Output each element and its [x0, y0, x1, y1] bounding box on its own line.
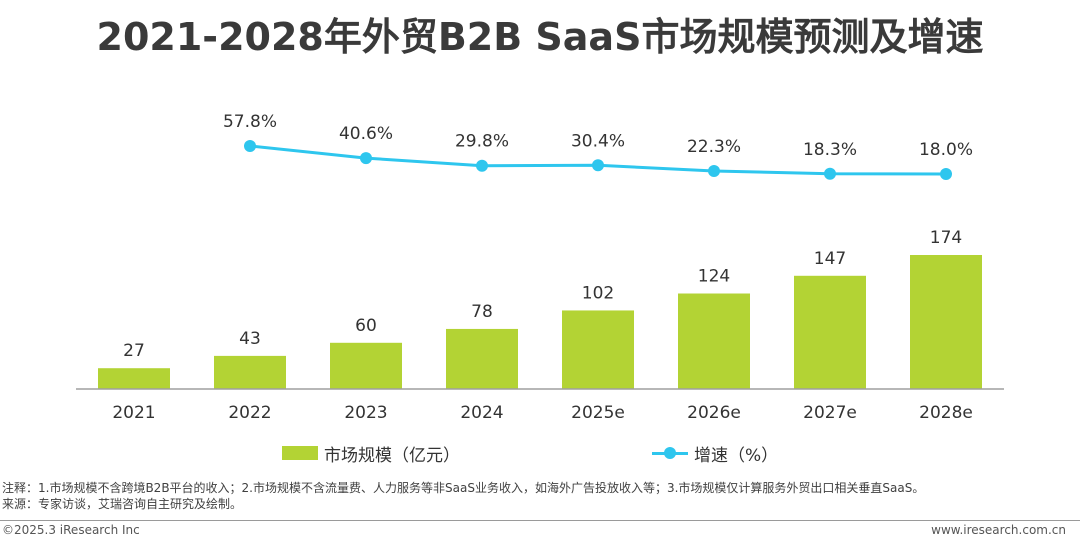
- legend-line-marker: [664, 447, 676, 459]
- legend-bar-swatch: [282, 446, 318, 460]
- note-source: 来源：专家访谈，艾瑞咨询自主研究及绘制。: [2, 497, 243, 511]
- growth-value-label: 22.3%: [687, 137, 741, 157]
- chart-area: 27 43 60 78 102 124 147 174 57.8% 40.6% 29.8% 30.4…: [76, 112, 1004, 423]
- chart-title: 2021-2028年外贸B2B SaaS市场规模预测及增速: [96, 15, 984, 59]
- x-tick-label: 2027e: [803, 403, 857, 423]
- growth-value-label: 29.8%: [455, 132, 509, 152]
- website-link[interactable]: www.iresearch.com.cn: [931, 523, 1066, 537]
- bar-value-label: 78: [471, 302, 493, 322]
- x-tick-label: 2026e: [687, 403, 741, 423]
- line-layer: 57.8% 40.6% 29.8% 30.4% 22.3% 18.3% 18.0%: [223, 112, 973, 180]
- bars-layer: 27 43 60 78 102 124 147 174: [98, 228, 982, 389]
- notes: 注释：1.市场规模不含跨境B2B平台的收入；2.市场规模不含流量费、人力服务等非…: [2, 480, 924, 512]
- growth-value-label: 30.4%: [571, 131, 625, 151]
- bar-value-label: 147: [814, 249, 846, 269]
- growth-point-2027e: [824, 167, 836, 180]
- bar-2022: [214, 355, 286, 389]
- x-tick-label: 2024: [460, 403, 503, 423]
- legend-line-label: 增速（%）: [694, 445, 779, 466]
- bar-2027e: [794, 275, 866, 389]
- bar-2025e: [562, 310, 634, 389]
- growth-point-2022: [244, 140, 256, 152]
- bar-value-label: 124: [698, 267, 730, 287]
- growth-value-label: 40.6%: [339, 124, 393, 144]
- growth-point-2028e: [940, 168, 952, 180]
- bar-value-label: 43: [239, 329, 261, 349]
- legend-item-bar: 市场规模（亿元）: [282, 440, 460, 466]
- bar-value-label: 102: [582, 283, 614, 303]
- footer-divider: [0, 520, 1080, 521]
- bar-2026e: [678, 293, 750, 389]
- copyright-text: ©2025.3 iResearch Inc: [2, 523, 140, 537]
- growth-value-label: 18.3%: [803, 140, 857, 160]
- growth-point-2024: [476, 159, 488, 172]
- bar-2023: [330, 342, 402, 389]
- legend-bar-label: 市场规模（亿元）: [324, 445, 460, 466]
- growth-point-2023: [360, 152, 372, 165]
- bar-value-label: 174: [930, 228, 962, 248]
- growth-value-label: 18.0%: [919, 140, 973, 160]
- x-tick-label: 2023: [344, 403, 387, 423]
- growth-point-2025e: [592, 159, 604, 172]
- x-tick-label: 2022: [228, 403, 271, 423]
- x-tick-label: 2025e: [571, 403, 625, 423]
- bar-value-label: 27: [123, 341, 145, 361]
- note-line-1: 注释：1.市场规模不含跨境B2B平台的收入；2.市场规模不含流量费、人力服务等非…: [2, 481, 925, 495]
- x-tick-label: 2028e: [919, 403, 973, 423]
- x-tick-labels: 2021 2022 2023 2024 2025e 2026e 2027e 2028e: [112, 403, 973, 423]
- legend-line-swatch: [652, 446, 688, 460]
- bar-2024: [446, 328, 518, 389]
- x-tick-label: 2021: [112, 403, 155, 423]
- legend-item-line: 增速（%）: [652, 440, 778, 466]
- bar-2028e: [910, 255, 982, 389]
- growth-value-label: 57.8%: [223, 112, 277, 132]
- bar-2021: [98, 368, 170, 389]
- growth-point-2026e: [708, 164, 720, 177]
- bar-value-label: 60: [355, 316, 377, 336]
